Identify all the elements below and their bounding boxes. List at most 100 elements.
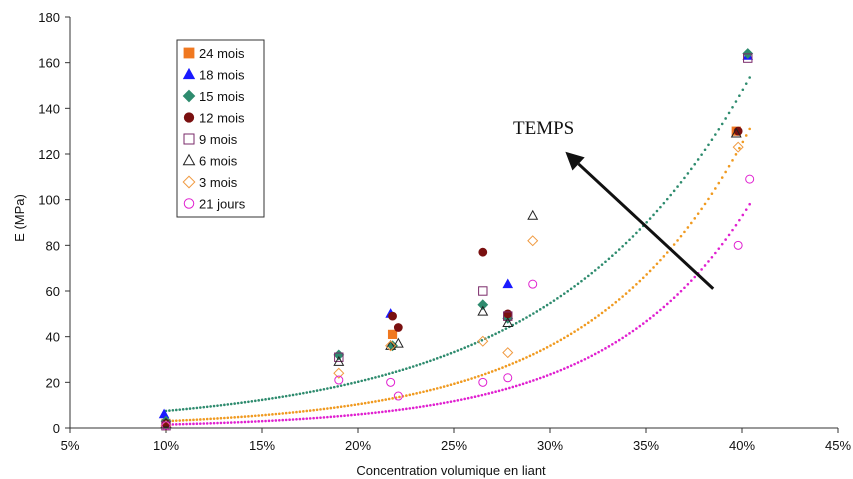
trendline-dot	[188, 418, 192, 422]
trendline-dot	[525, 356, 528, 359]
data-point	[333, 367, 345, 379]
trendline-dot	[662, 201, 666, 205]
trendline-dot	[549, 372, 552, 376]
trendline-dot	[665, 302, 669, 306]
trendline-dot	[562, 336, 566, 340]
trendline-dot	[319, 388, 322, 392]
trendline-dot	[308, 409, 312, 412]
y-tick-label: 0	[53, 421, 60, 436]
trendline-dot	[199, 406, 202, 409]
y-tick-label: 160	[38, 56, 60, 71]
trendline-dot	[703, 264, 707, 267]
trendline-dot	[226, 416, 230, 420]
data-point	[387, 329, 398, 339]
trendline-dot	[720, 242, 724, 246]
trendline-dot	[655, 262, 659, 266]
trendline-dot	[271, 419, 274, 422]
legend-label: 3 mois	[199, 175, 238, 190]
trendline-dot	[253, 414, 257, 418]
trendline-dot	[652, 314, 655, 317]
trendline-dot	[425, 404, 429, 408]
trendline-dot	[240, 420, 243, 424]
legend-label: 9 mois	[199, 132, 238, 147]
trendline-dot	[508, 363, 511, 367]
trendline-dot	[312, 408, 315, 412]
trendline-dot	[696, 212, 700, 215]
trendline-dot	[621, 336, 624, 340]
trendline-dot	[748, 76, 751, 79]
trendline-dot	[535, 351, 539, 354]
trendline-dot	[250, 420, 254, 423]
trendline-dot	[171, 423, 175, 426]
data-points	[158, 48, 755, 432]
legend-marker	[183, 112, 195, 123]
legend-marker	[182, 153, 196, 166]
trendline-dot	[343, 383, 346, 387]
x-tick-label: 40%	[729, 438, 755, 453]
trendline-dot	[593, 352, 597, 356]
data-point	[386, 377, 396, 387]
trendline-dot	[240, 401, 243, 404]
trendline-dot	[422, 405, 425, 408]
trendline-dot	[683, 176, 686, 180]
data-point	[733, 240, 743, 250]
trendline-dot	[257, 414, 261, 417]
trendline-dot	[188, 407, 192, 410]
data-point	[502, 278, 514, 289]
data-point	[477, 305, 489, 316]
trendline-dot	[209, 417, 212, 421]
trendline-dot	[223, 416, 226, 420]
trendline-dot	[617, 298, 621, 301]
trendline-dot	[580, 325, 583, 329]
trendline-dot	[669, 193, 673, 197]
trendline-dot	[175, 419, 178, 422]
trendline-dot	[676, 185, 679, 188]
trendline-dot	[332, 406, 336, 409]
trendline-dot	[518, 320, 521, 323]
trendline-dot	[274, 419, 278, 422]
trendline-dot	[545, 346, 549, 349]
trendline-dot	[315, 389, 319, 392]
trendline-dot	[308, 417, 312, 420]
trendline-dot	[171, 419, 175, 423]
trendline-dot	[590, 354, 594, 358]
legend-label: 6 mois	[199, 154, 238, 169]
trendline-dot	[597, 266, 600, 269]
trendline-dot	[175, 408, 178, 412]
trendline-dot	[387, 409, 391, 413]
trendline-dot	[590, 319, 594, 322]
data-point	[502, 347, 514, 359]
trendline-dot	[641, 276, 645, 280]
trendline-dot	[250, 400, 254, 403]
trendline-dot	[528, 354, 532, 358]
trendline-dot	[734, 223, 738, 227]
trendline-dot	[401, 368, 405, 371]
trendline-dot	[635, 231, 638, 235]
data-point	[503, 373, 513, 383]
trendline-dot	[199, 418, 202, 421]
trendline-dot	[727, 233, 731, 237]
trendline-dot	[521, 357, 525, 361]
data-point	[478, 247, 488, 257]
trendline-dot	[521, 382, 525, 386]
legend-label: 12 mois	[199, 111, 245, 126]
trendline-dot	[288, 418, 291, 422]
trendline-dot	[367, 377, 370, 381]
trendline-dot	[720, 176, 724, 179]
trendline-dot	[744, 134, 748, 137]
trendline-dot	[631, 235, 635, 238]
trendline-dot	[288, 394, 291, 397]
trendline-dot	[463, 397, 467, 401]
trendline-dot	[229, 421, 233, 424]
x-tick-label: 15%	[249, 438, 275, 453]
trendline-dot	[181, 407, 185, 411]
trendline-dot	[487, 335, 491, 339]
trendline-dot	[707, 197, 710, 201]
trendline-dot	[566, 289, 570, 293]
trendline-dot	[690, 279, 693, 282]
trendline-dot	[556, 297, 559, 300]
trendline-dot	[631, 286, 635, 289]
x-tick-label: 10%	[153, 438, 179, 453]
trendline-dot	[580, 359, 583, 363]
trendline-dot	[645, 273, 648, 276]
